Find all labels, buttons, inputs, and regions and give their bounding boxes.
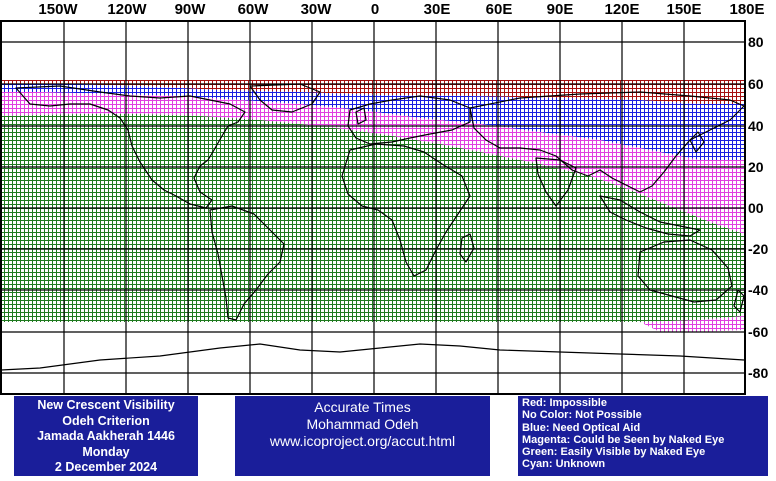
- lat-label: 00: [748, 200, 764, 216]
- zone-optical-aid: [1, 84, 744, 160]
- graticule: [1, 21, 745, 394]
- legend-item: Blue: Need Optical Aid: [522, 421, 641, 434]
- credits-url[interactable]: www.icoproject.org/accut.html: [269, 433, 456, 449]
- lon-label: 150E: [666, 1, 702, 18]
- lat-label: 60: [748, 76, 764, 92]
- title-line: New Crescent Visibility: [37, 398, 175, 412]
- lat-label: -80: [748, 365, 769, 381]
- map-frame: [0, 20, 746, 395]
- visibility-map: [0, 20, 746, 395]
- lon-label: 90W: [174, 1, 206, 18]
- credits-box: Accurate Times Mohammad Odeh www.icoproj…: [235, 396, 490, 476]
- legend-item: Cyan: Unknown: [522, 458, 606, 471]
- lon-label: 60E: [485, 1, 513, 18]
- zone-impossible: [1, 80, 744, 104]
- lat-label: -60: [748, 324, 769, 340]
- lon-label: 90E: [546, 1, 574, 18]
- credits-author: Mohammad Odeh: [306, 416, 419, 432]
- lon-label: 150W: [38, 1, 78, 18]
- lon-label: 180E: [729, 1, 765, 18]
- lon-label: 120E: [604, 1, 640, 18]
- zone-easily-visible: [1, 114, 744, 322]
- date-line: 2 December 2024: [54, 460, 158, 474]
- lon-label: 0: [370, 1, 380, 18]
- criterion-line: Odeh Criterion: [62, 413, 150, 428]
- zone-naked-eye-south: [640, 316, 744, 332]
- zone-naked-eye-maybe: [1, 92, 744, 234]
- lat-label: 80: [748, 34, 764, 50]
- weekday-line: Monday: [82, 444, 130, 459]
- month-line: Jamada Aakherah 1446: [37, 429, 175, 443]
- lat-label: 40: [748, 118, 764, 134]
- lat-label: -20: [748, 241, 769, 257]
- legend-item: No Color: Not Possible: [522, 409, 642, 422]
- lon-label: 30E: [423, 1, 451, 18]
- legend-box: Red: Impossible No Color: Not Possible B…: [518, 396, 768, 476]
- title-box: New Crescent Visibility Odeh Criterion J…: [14, 396, 198, 476]
- credits-title: Accurate Times: [314, 399, 411, 415]
- lon-label: 120W: [107, 1, 147, 18]
- lat-label: -40: [748, 282, 769, 298]
- lon-label: 30W: [300, 1, 332, 18]
- lat-label: 20: [748, 159, 764, 175]
- legend-item: Magenta: Could be Seen by Naked Eye: [522, 433, 725, 446]
- lon-label: 60W: [237, 1, 269, 18]
- legend-item: Green: Easily Visible by Naked Eye: [522, 446, 706, 459]
- legend-item: Red: Impossible: [522, 397, 607, 409]
